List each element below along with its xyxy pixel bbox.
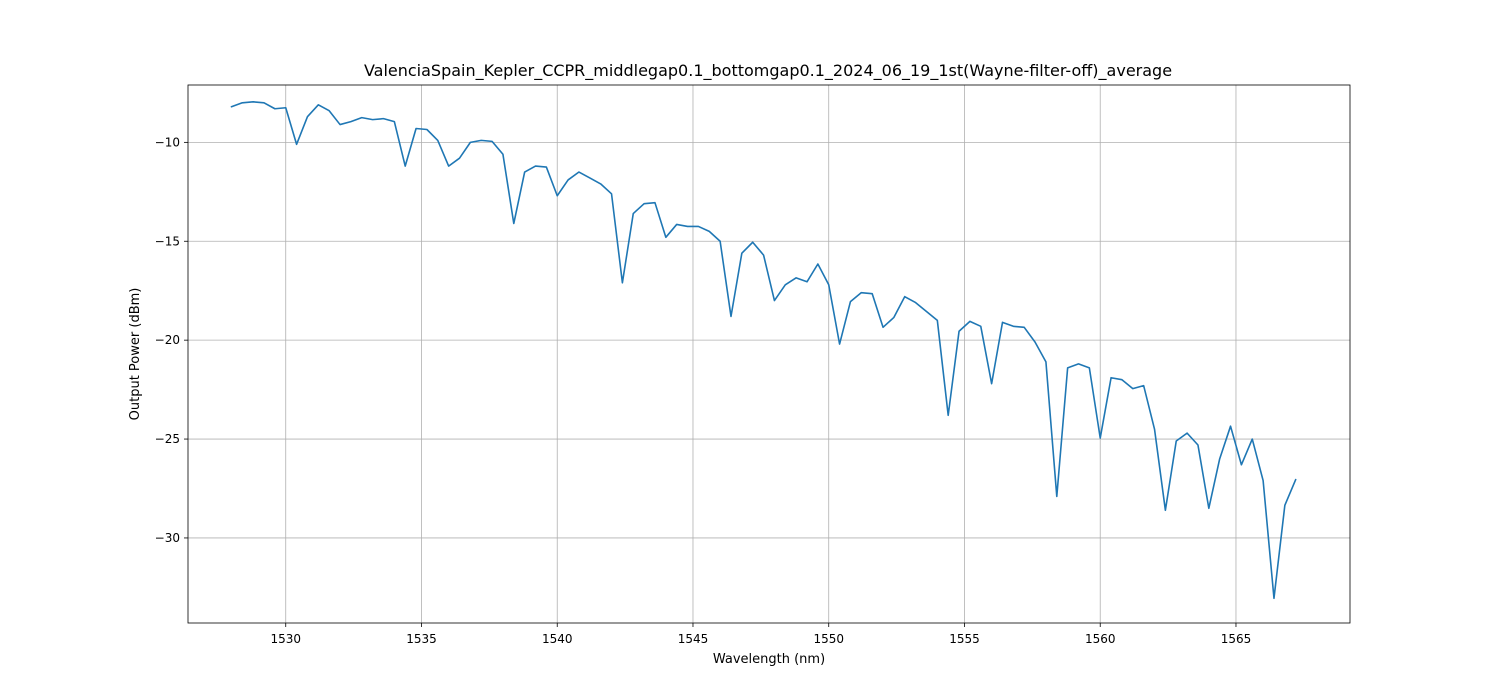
plot-frame [187,84,1351,624]
grid-lines [188,85,1350,623]
y-tick-label: −30 [155,531,180,545]
x-tick-label: 1530 [270,632,301,646]
y-tick-label: −15 [155,234,180,248]
x-tick-label: 1550 [813,632,844,646]
x-tick-label: 1565 [1221,632,1252,646]
y-axis: −10 −15 −20 −25 −30 [155,135,188,545]
y-axis-label: Output Power (dBm) [128,288,143,421]
x-tick-label: 1540 [542,632,573,646]
y-tick-label: −20 [155,333,180,347]
y-tick-label: −25 [155,432,180,446]
x-tick-label: 1560 [1085,632,1116,646]
x-tick-label: 1555 [949,632,980,646]
chart-title: ValenciaSpain_Kepler_CCPR_middlegap0.1_b… [364,61,1172,81]
x-axis: 1530 1535 1540 1545 1550 1555 1560 1565 [270,623,1251,646]
x-tick-label: 1545 [678,632,709,646]
x-tick-label: 1535 [406,632,437,646]
series-layer [230,101,1297,600]
x-axis-label: Wavelength (nm) [713,652,825,667]
y-tick-label: −10 [155,135,180,149]
series-line-1 [230,101,1297,600]
